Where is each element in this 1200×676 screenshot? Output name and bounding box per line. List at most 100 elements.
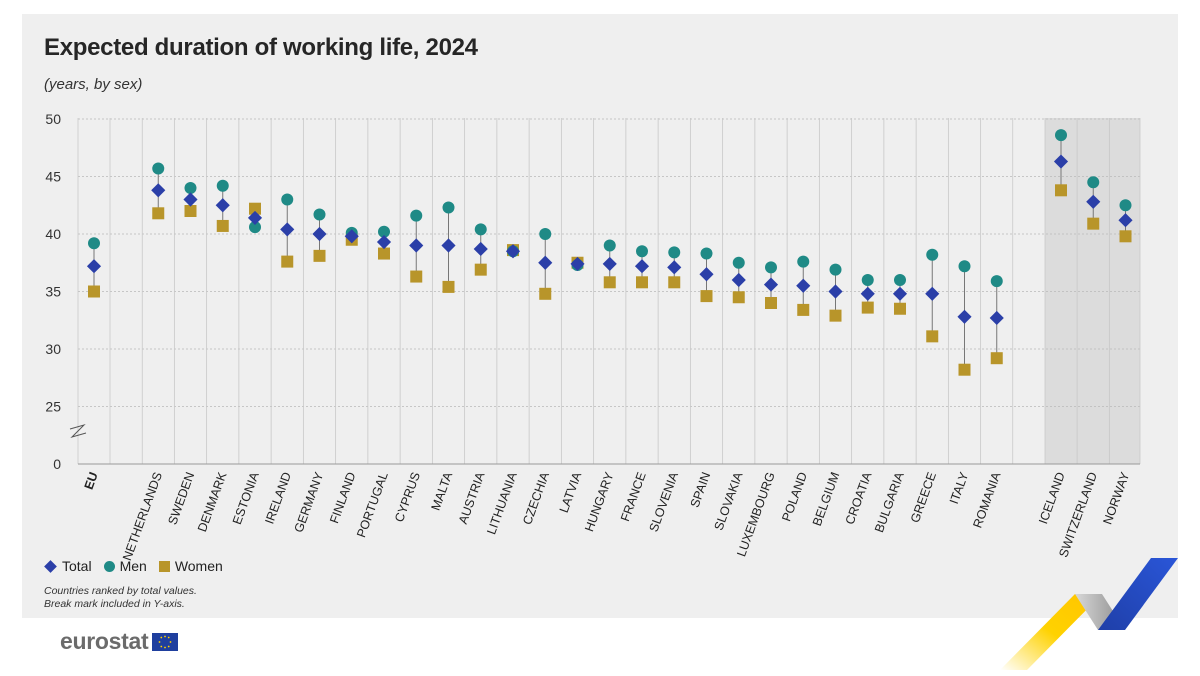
women-point: [958, 363, 971, 376]
men-point: [668, 246, 681, 259]
men-point: [700, 247, 713, 260]
x-tick-label: NORWAY: [1100, 470, 1132, 527]
total-point: [1118, 213, 1133, 228]
men-point: [410, 209, 423, 222]
women-point: [765, 297, 777, 309]
y-tick-label: 45: [45, 169, 61, 185]
chart-subtitle: (years, by sex): [44, 76, 143, 93]
legend: Total Men Women: [44, 558, 223, 574]
efta-band: [1045, 118, 1140, 464]
x-tick-label: SLOVENIA: [647, 470, 682, 534]
legend-item-men: Men: [103, 558, 147, 574]
men-circle-icon: [103, 560, 115, 572]
x-tick-label: CROATIA: [843, 470, 875, 527]
women-point: [829, 309, 842, 322]
women-point: [442, 280, 455, 293]
x-tick-label: BELGIUM: [810, 470, 842, 528]
y-tick-label: 30: [45, 341, 61, 357]
x-tick-label: ESTONIA: [230, 470, 262, 527]
women-point: [281, 255, 294, 268]
women-point: [797, 303, 810, 316]
x-tick-label: HUNGARY: [582, 470, 617, 534]
women-point: [378, 247, 390, 260]
x-tick-label: EU: [82, 470, 101, 491]
total-point: [505, 244, 521, 259]
women-point: [1119, 230, 1132, 243]
total-point: [1086, 194, 1101, 209]
x-tick-label: SPAIN: [688, 470, 714, 509]
men-point: [861, 274, 874, 286]
men-point: [636, 245, 648, 258]
men-point: [442, 201, 455, 214]
women-point: [732, 291, 745, 304]
women-point: [184, 205, 197, 217]
total-point: [86, 259, 102, 274]
total-point: [247, 210, 263, 225]
x-tick-label: FRANCE: [618, 470, 649, 523]
total-point: [538, 255, 553, 270]
women-point: [1087, 217, 1100, 230]
men-point: [539, 228, 552, 240]
women-point: [894, 302, 906, 315]
total-point: [957, 309, 972, 324]
chart-notes: Countries ranked by total values. Break …: [44, 585, 197, 611]
men-point: [216, 179, 229, 192]
legend-women-label: Women: [174, 558, 223, 574]
total-point: [409, 238, 424, 253]
total-point: [925, 286, 940, 301]
total-point: [183, 192, 198, 207]
total-point: [860, 286, 875, 301]
men-point: [765, 261, 777, 274]
men-point: [184, 182, 197, 194]
men-point: [281, 193, 294, 206]
x-tick-label: PORTUGAL: [354, 470, 391, 539]
legend-men-label: Men: [119, 558, 147, 574]
x-tick-label: ICELAND: [1036, 470, 1068, 526]
women-point: [700, 290, 713, 303]
eu-flag-icon: [152, 632, 179, 651]
women-point: [990, 352, 1003, 365]
x-tick-label: FINLAND: [327, 470, 358, 525]
men-point: [152, 162, 165, 175]
total-point: [570, 256, 585, 271]
total-point: [892, 286, 908, 301]
x-tick-label: AUSTRIA: [456, 470, 488, 526]
y-tick-label: 40: [45, 226, 61, 242]
men-point: [378, 225, 390, 238]
total-point: [376, 234, 392, 250]
legend-item-total: Total: [44, 558, 92, 574]
y-tick-label: 35: [45, 284, 61, 300]
total-point: [280, 222, 295, 237]
total-point: [796, 278, 811, 293]
legend-item-women: Women: [158, 558, 223, 574]
men-point: [797, 255, 810, 268]
total-point: [763, 277, 779, 292]
men-point: [926, 248, 939, 261]
total-point: [344, 229, 359, 244]
women-point: [474, 263, 487, 276]
x-tick-label: CZECHIA: [520, 470, 552, 527]
x-tick-label: DENMARK: [195, 470, 230, 534]
x-tick-label: POLAND: [779, 470, 810, 523]
x-tick-label: SWEDEN: [165, 470, 197, 526]
eurostat-logo: eurostat: [60, 628, 179, 655]
men-point: [474, 223, 487, 236]
women-square-icon: [158, 560, 170, 572]
chart-title: Expected duration of working life, 2024: [44, 34, 478, 61]
total-point: [699, 267, 714, 282]
x-tick-label: GERMANY: [292, 470, 327, 535]
y-tick-label: 50: [45, 111, 61, 127]
women-point: [539, 287, 552, 300]
total-point: [473, 241, 488, 257]
women-point: [88, 285, 100, 298]
x-tick-label: BULGARIA: [872, 470, 907, 535]
women-point: [668, 276, 681, 289]
axis-break-mark: [69, 423, 87, 439]
legend-total-label: Total: [62, 558, 92, 574]
total-point: [989, 310, 1004, 326]
men-point: [603, 239, 616, 252]
women-point: [152, 207, 165, 220]
x-tick-label: MALTA: [429, 470, 456, 513]
women-point: [603, 276, 616, 289]
